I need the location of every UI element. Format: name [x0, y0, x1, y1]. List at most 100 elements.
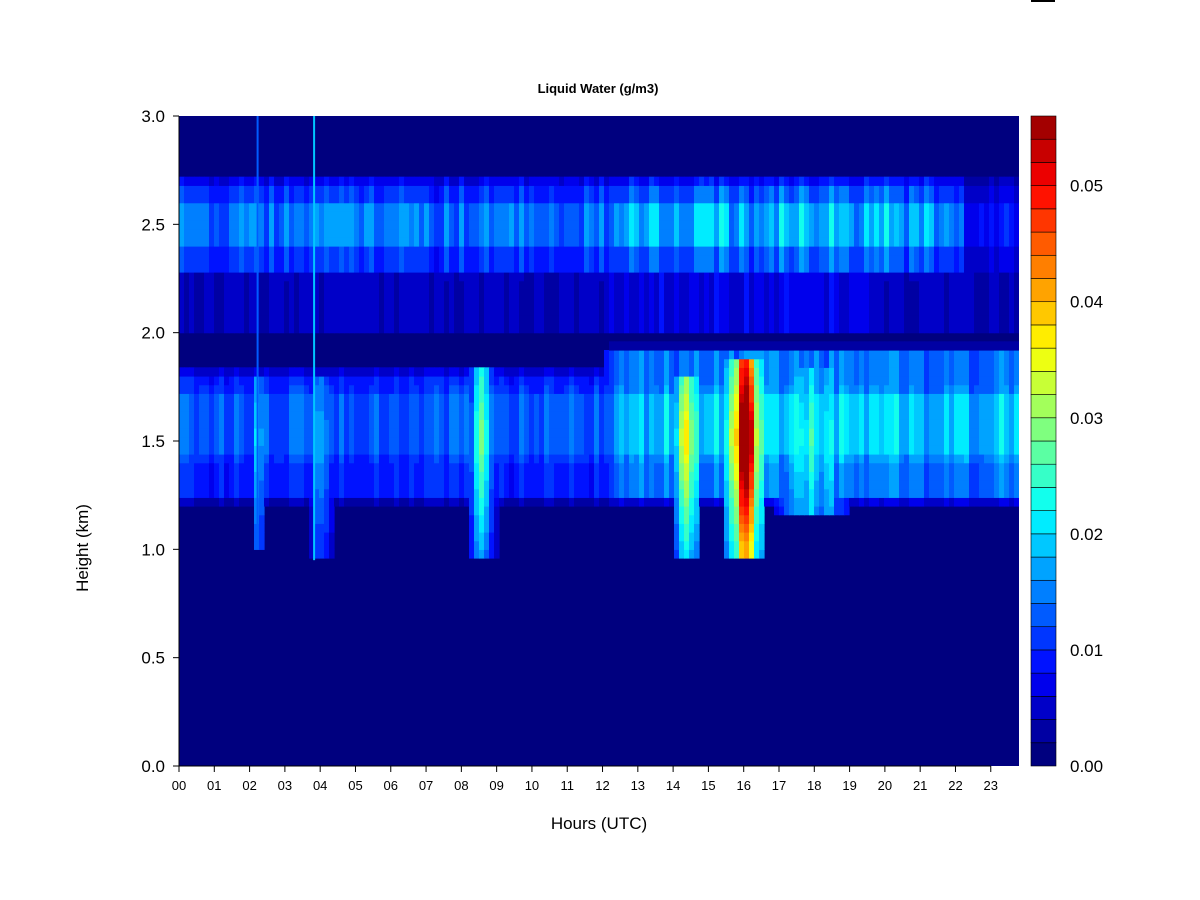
- heatmap-cell: [454, 211, 460, 221]
- heatmap-cell: [209, 289, 215, 299]
- heatmap-cell: [789, 497, 795, 507]
- heatmap-cell: [544, 410, 550, 420]
- heatmap-cell: [784, 246, 790, 256]
- heatmap-cell: [744, 367, 750, 377]
- heatmap-cell: [284, 298, 290, 308]
- heatmap-cell: [444, 272, 450, 282]
- heatmap-cell: [344, 367, 350, 377]
- heatmap-cell: [754, 315, 760, 325]
- heatmap-cell: [839, 298, 845, 308]
- heatmap-cell: [479, 384, 485, 394]
- heatmap-cell: [559, 410, 565, 420]
- heatmap-cell: [604, 376, 610, 386]
- heatmap-cell: [204, 419, 210, 429]
- heatmap-cell: [784, 384, 790, 394]
- heatmap-cell: [264, 280, 270, 290]
- heatmap-cell: [404, 194, 410, 204]
- heatmap-cell: [439, 454, 445, 464]
- heatmap-cell: [234, 454, 240, 464]
- heatmap-cell: [654, 341, 660, 351]
- heatmap-cell: [789, 471, 795, 481]
- heatmap-cell: [464, 471, 470, 481]
- heatmap-cell: [199, 246, 205, 256]
- heatmap-cell: [309, 523, 315, 533]
- heatmap-cell: [779, 488, 785, 498]
- heatmap-cell: [529, 410, 535, 420]
- heatmap-cell: [764, 176, 770, 186]
- heatmap-cell: [629, 254, 635, 264]
- heatmap-cell: [424, 228, 430, 238]
- heatmap-cell: [389, 402, 395, 412]
- heatmap-cell: [724, 410, 730, 420]
- heatmap-cell: [404, 462, 410, 472]
- heatmap-cell: [239, 410, 245, 420]
- heatmap-cell: [554, 185, 560, 195]
- heatmap-cell: [479, 532, 485, 542]
- heatmap-cell: [214, 393, 220, 403]
- heatmap-cell: [474, 176, 480, 186]
- heatmap-cell: [544, 272, 550, 282]
- heatmap-cell: [229, 428, 235, 438]
- heatmap-cell: [439, 263, 445, 273]
- heatmap-cell: [339, 220, 345, 230]
- heatmap-cell: [419, 194, 425, 204]
- heatmap-cell: [419, 410, 425, 420]
- heatmap-cell: [619, 315, 625, 325]
- heatmap-cell: [544, 428, 550, 438]
- heatmap-cell: [344, 376, 350, 386]
- heatmap-cell: [479, 376, 485, 386]
- heatmap-cell: [319, 211, 325, 221]
- heatmap-cell: [349, 176, 355, 186]
- heatmap-cell: [259, 298, 265, 308]
- heatmap-cell: [769, 254, 775, 264]
- heatmap-cell: [834, 410, 840, 420]
- heatmap-cell: [404, 419, 410, 429]
- heatmap-cell: [219, 445, 225, 455]
- heatmap-cell: [264, 194, 270, 204]
- heatmap-cell: [549, 376, 555, 386]
- heatmap-cell: [274, 367, 280, 377]
- heatmap-cell: [564, 445, 570, 455]
- heatmap-cell: [539, 228, 545, 238]
- heatmap-cell: [664, 402, 670, 412]
- heatmap-cell: [294, 211, 300, 221]
- heatmap-cell: [744, 315, 750, 325]
- heatmap-cell: [274, 185, 280, 195]
- heatmap-cell: [194, 306, 200, 316]
- heatmap-cell: [774, 194, 780, 204]
- heatmap-cell: [734, 506, 740, 516]
- heatmap-cell: [474, 532, 480, 542]
- heatmap-cell: [409, 263, 415, 273]
- heatmap-cell: [189, 462, 195, 472]
- heatmap-cell: [404, 488, 410, 498]
- heatmap-cell: [459, 263, 465, 273]
- heatmap-cell: [179, 419, 185, 429]
- heatmap-cell: [239, 254, 245, 264]
- heatmap-cell: [529, 384, 535, 394]
- heatmap-cell: [594, 202, 600, 212]
- heatmap-cell: [294, 246, 300, 256]
- heatmap-cell: [589, 436, 595, 446]
- heatmap-cell: [314, 506, 320, 516]
- heatmap-cell: [644, 488, 650, 498]
- heatmap-cell: [849, 324, 855, 334]
- heatmap-cell: [354, 315, 360, 325]
- heatmap-cell: [379, 254, 385, 264]
- heatmap-cell: [784, 376, 790, 386]
- heatmap-cell: [689, 532, 695, 542]
- heatmap-cell: [394, 384, 400, 394]
- heatmap-cell: [199, 488, 205, 498]
- heatmap-cell: [474, 445, 480, 455]
- heatmap-cell: [399, 393, 405, 403]
- heatmap-cell: [844, 393, 850, 403]
- heatmap-cell: [574, 185, 580, 195]
- heatmap-cell: [434, 367, 440, 377]
- heatmap-cell: [469, 549, 475, 559]
- heatmap-cell: [744, 176, 750, 186]
- heatmap-cell: [399, 488, 405, 498]
- heatmap-cell: [664, 428, 670, 438]
- heatmap-cell: [264, 428, 270, 438]
- heatmap-cell: [439, 445, 445, 455]
- heatmap-cell: [379, 211, 385, 221]
- heatmap-cell: [799, 228, 805, 238]
